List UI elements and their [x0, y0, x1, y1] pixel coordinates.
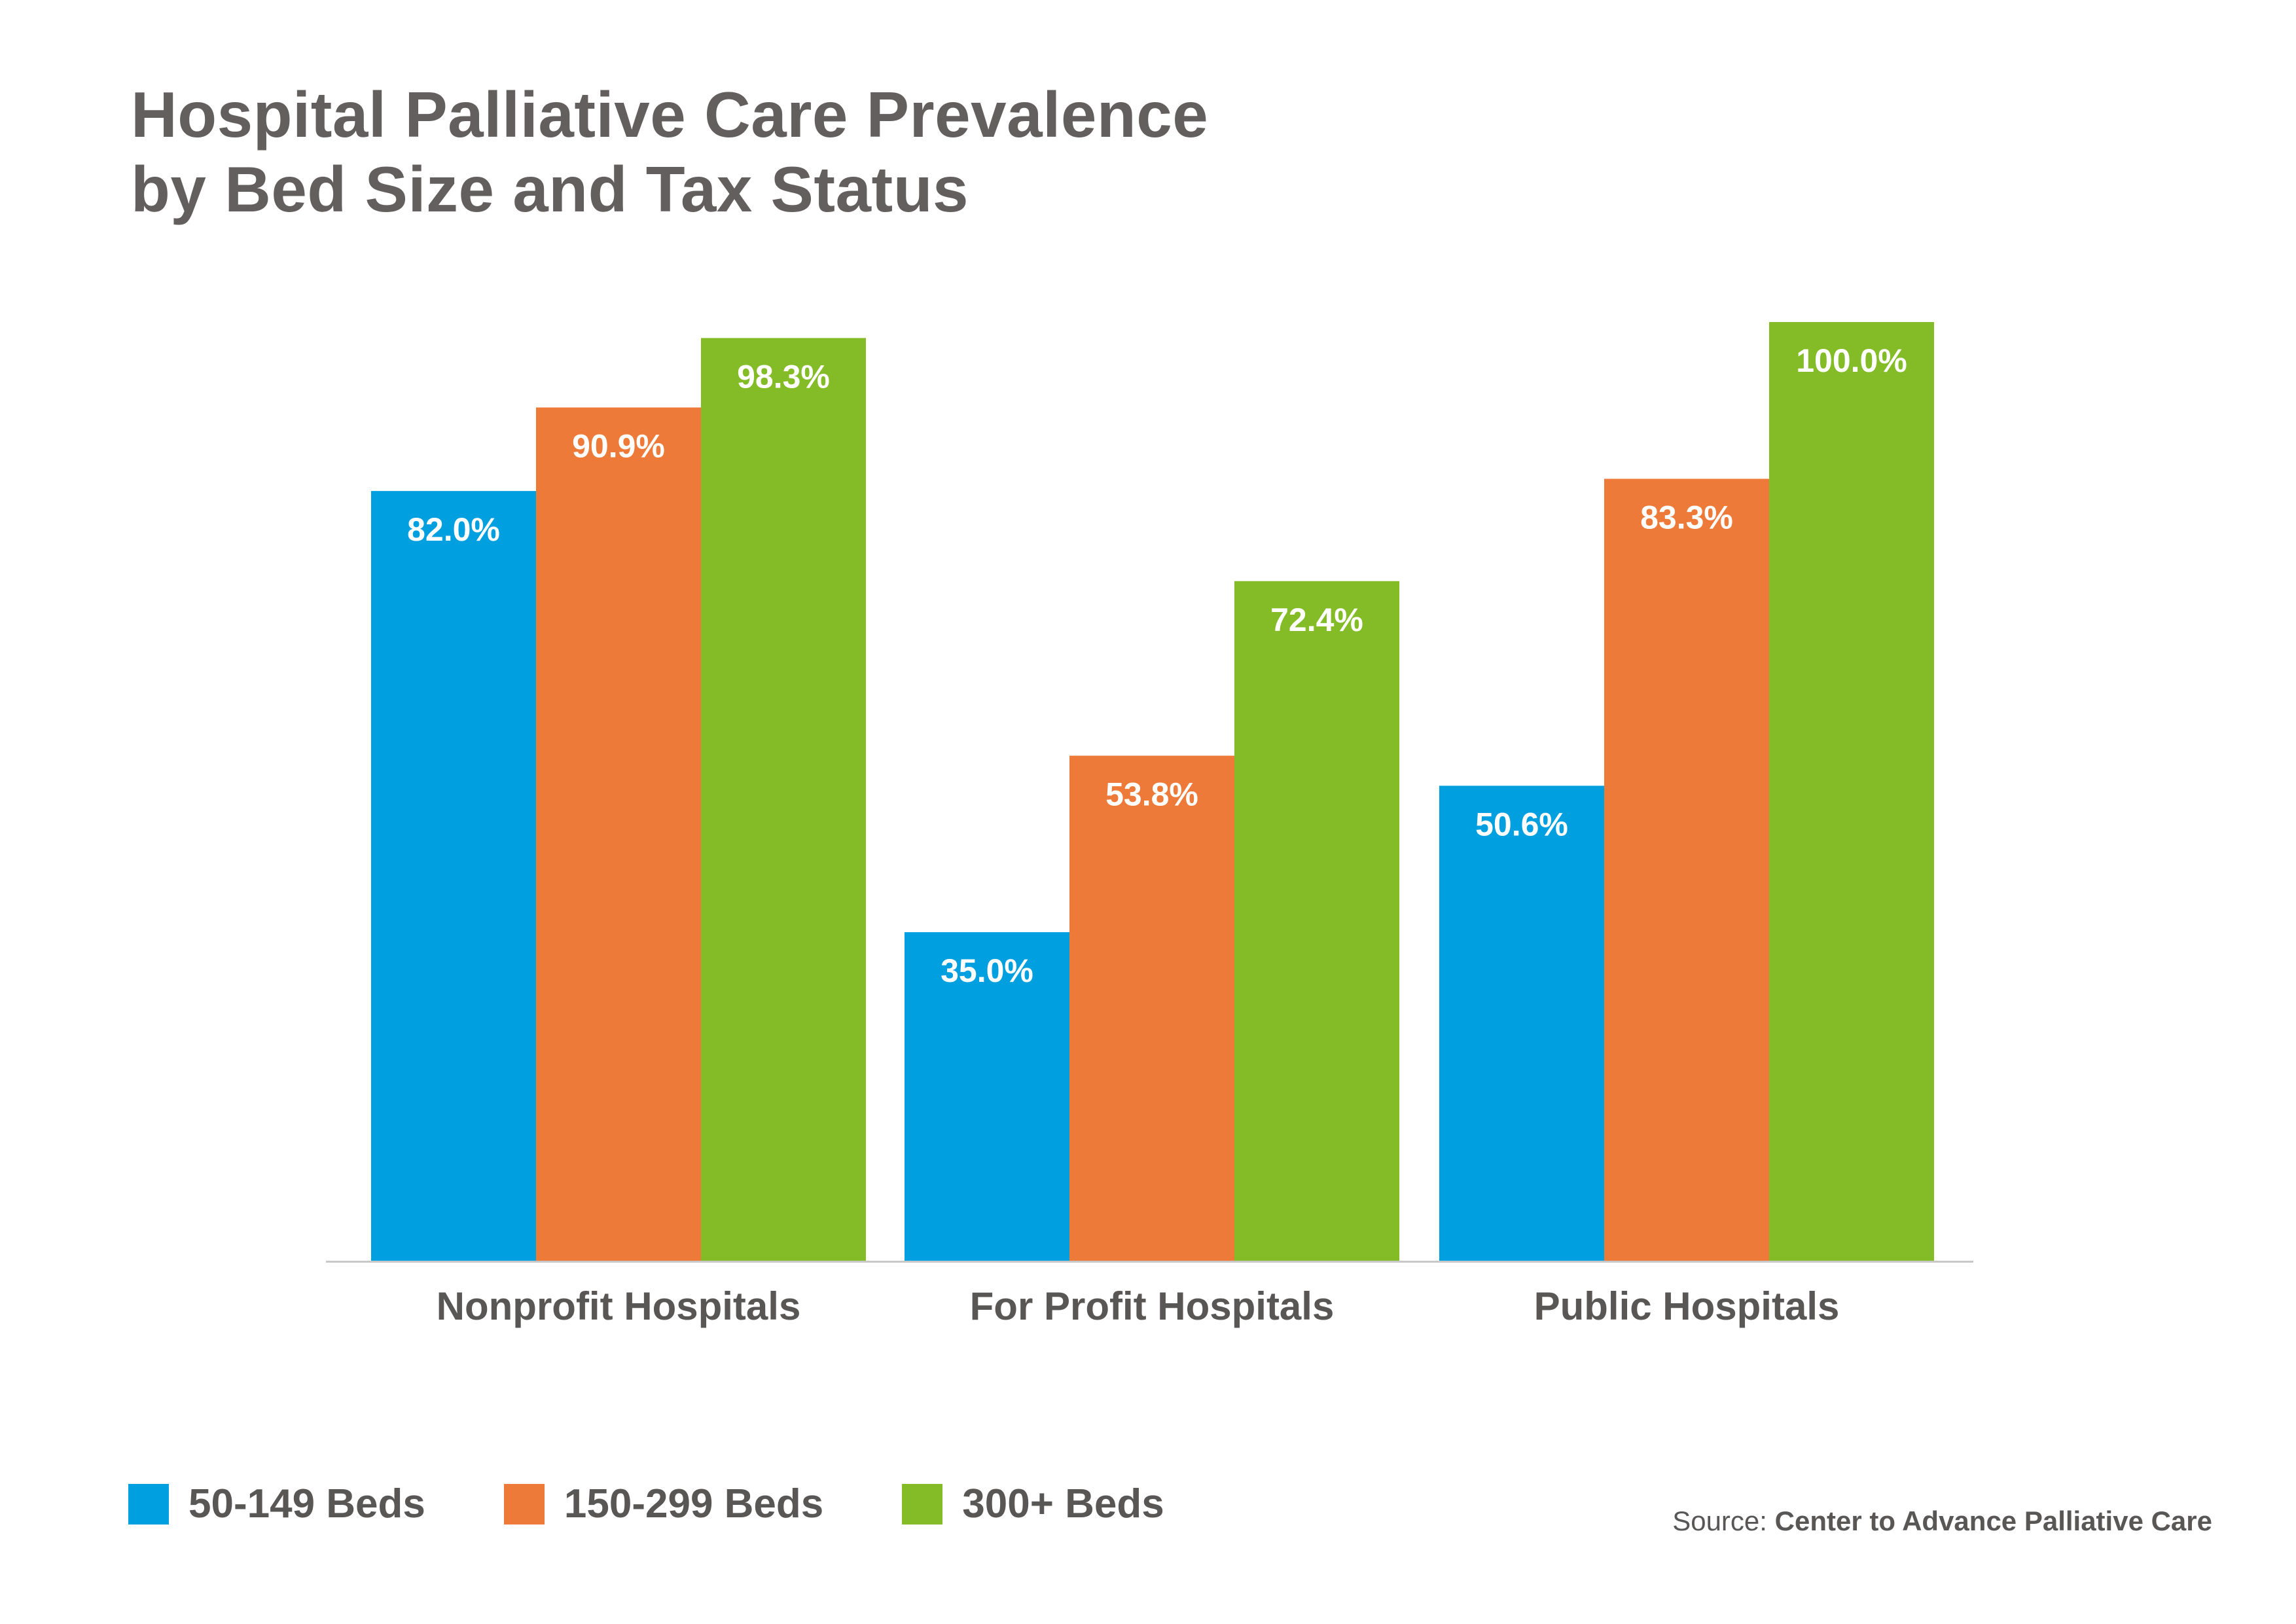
source-note: Source: Center to Advance Palliative Car…	[1672, 1506, 2212, 1537]
bar-for-profit-hospitals-50-149-beds	[905, 932, 1069, 1261]
bar-for-profit-hospitals-300-beds	[1234, 581, 1399, 1261]
bar-nonprofit-hospitals-50-149-beds	[371, 491, 536, 1261]
legend-item-150-299-beds: 150-299 Beds	[503, 1481, 824, 1527]
chart-title: Hospital Palliative Care Prevalence by B…	[131, 77, 1208, 226]
bar-for-profit-hospitals-150-299-beds	[1069, 755, 1234, 1261]
bar-public-hospitals-50-149-beds	[1439, 785, 1604, 1261]
bar-nonprofit-hospitals-300-beds	[701, 338, 866, 1261]
category-label-public-hospitals: Public Hospitals	[1534, 1284, 1840, 1328]
data-label-for-profit-hospitals-150-299-beds: 53.8%	[1105, 776, 1198, 813]
source-name: Center to Advance Palliative Care	[1774, 1506, 2212, 1536]
data-label-public-hospitals-150-299-beds: 83.3%	[1640, 499, 1733, 535]
data-label-for-profit-hospitals-50-149-beds: 35.0%	[941, 952, 1033, 989]
category-label-nonprofit-hospitals: Nonprofit Hospitals	[437, 1284, 801, 1328]
data-label-nonprofit-hospitals-150-299-beds: 90.9%	[572, 427, 665, 464]
source-prefix: Source:	[1672, 1506, 1775, 1536]
legend: 50-149 Beds 150-299 Beds 300+ Beds	[128, 1481, 1243, 1527]
legend-swatch-300-plus-beds	[902, 1483, 943, 1525]
data-label-for-profit-hospitals-300-beds: 72.4%	[1270, 602, 1363, 638]
data-label-public-hospitals-300-beds: 100.0%	[1796, 342, 1907, 379]
bar-nonprofit-hospitals-150-299-beds	[536, 407, 701, 1261]
legend-label-150-299-beds: 150-299 Beds	[564, 1481, 824, 1526]
data-label-nonprofit-hospitals-300-beds: 98.3%	[737, 358, 830, 395]
category-label-for-profit-hospitals: For Profit Hospitals	[970, 1284, 1335, 1328]
legend-swatch-150-299-beds	[503, 1483, 545, 1525]
legend-item-50-149-beds: 50-149 Beds	[128, 1481, 425, 1527]
legend-label-50-149-beds: 50-149 Beds	[188, 1481, 425, 1526]
bar-public-hospitals-150-299-beds	[1604, 478, 1769, 1261]
chart-title-line-2: by Bed Size and Tax Status	[131, 153, 969, 225]
chart-title-line-1: Hospital Palliative Care Prevalence	[131, 79, 1209, 151]
legend-swatch-50-149-beds	[128, 1483, 169, 1525]
data-label-nonprofit-hospitals-50-149-beds: 82.0%	[407, 511, 500, 548]
bar-public-hospitals-300-beds	[1769, 322, 1934, 1261]
legend-label-300-plus-beds: 300+ Beds	[962, 1481, 1164, 1526]
data-label-public-hospitals-50-149-beds: 50.6%	[1475, 806, 1568, 842]
legend-item-300-plus-beds: 300+ Beds	[902, 1481, 1164, 1527]
